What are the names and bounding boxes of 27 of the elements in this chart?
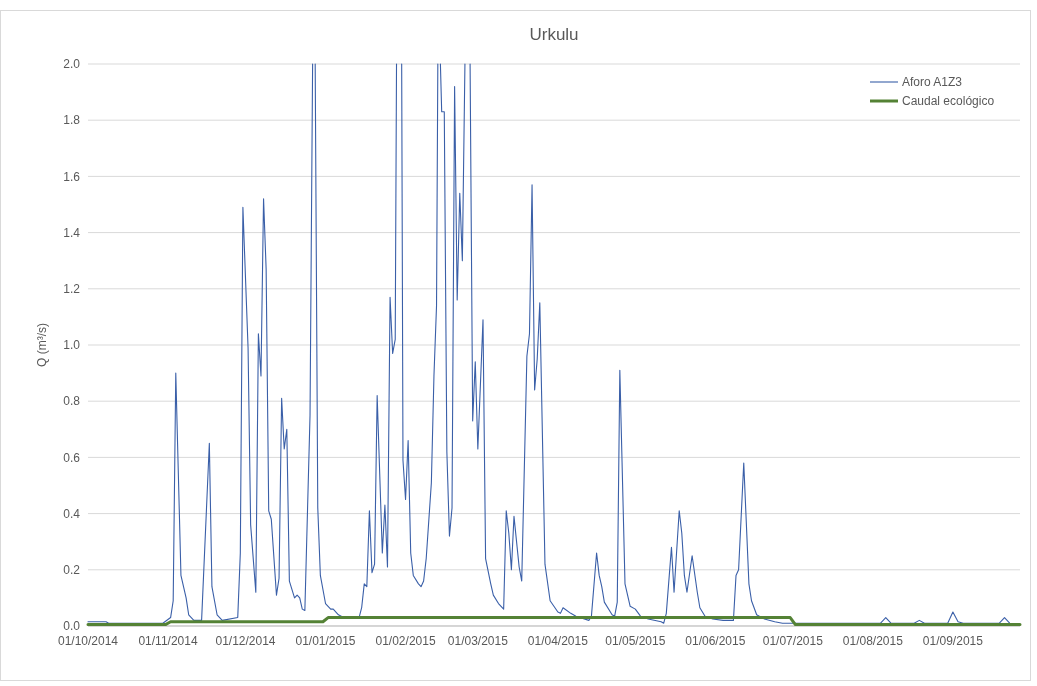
y-axis-title: Q (m³/s) bbox=[35, 323, 49, 367]
x-tick-label: 01/04/2015 bbox=[527, 634, 589, 648]
x-tick-label: 01/06/2015 bbox=[685, 634, 746, 648]
x-tick-label: 01/03/2015 bbox=[447, 634, 509, 648]
x-tick-label: 01/11/2014 bbox=[138, 634, 198, 648]
y-tick-label: 1.4 bbox=[63, 225, 81, 240]
y-tick-label: 0.8 bbox=[63, 394, 81, 409]
y-tick-label: 1.6 bbox=[63, 169, 81, 184]
y-tick-label: 1.2 bbox=[63, 282, 81, 296]
y-tick-label: 2.0 bbox=[63, 57, 81, 72]
legend-label: Caudal ecológico bbox=[902, 94, 995, 109]
y-tick-label: 1.0 bbox=[63, 338, 81, 353]
y-tick-label: 0.2 bbox=[63, 563, 81, 577]
x-tick-label: 01/05/2015 bbox=[605, 634, 666, 648]
x-tick-label: 01/07/2015 bbox=[762, 634, 824, 648]
y-tick-label: 0.4 bbox=[63, 506, 81, 521]
x-tick-label: 01/02/2015 bbox=[375, 634, 436, 648]
x-tick-label: 01/10/2014 bbox=[57, 634, 119, 648]
x-tick-label: 01/09/2015 bbox=[922, 634, 984, 648]
y-tick-label: 1.8 bbox=[63, 113, 81, 128]
legend-label: Aforo A1Z3 bbox=[902, 75, 963, 90]
y-tick-label: 0.0 bbox=[63, 619, 81, 634]
x-tick-label: 01/08/2015 bbox=[842, 634, 904, 648]
y-tick-label: 0.6 bbox=[63, 450, 81, 465]
x-tick-label: 01/12/2014 bbox=[215, 634, 276, 648]
chart-title: Urkulu bbox=[529, 25, 579, 44]
x-tick-label: 01/01/2015 bbox=[295, 634, 356, 648]
